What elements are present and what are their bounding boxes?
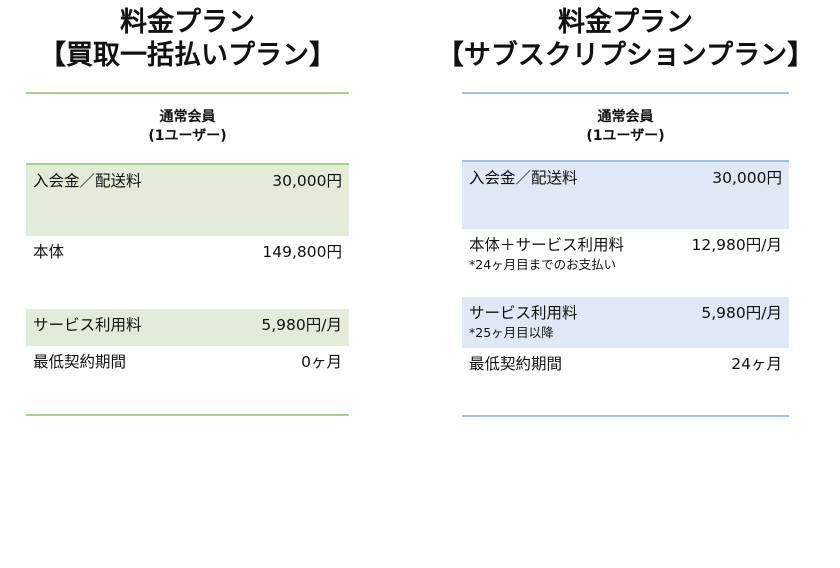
table-header: 通常会員 (1ユーザー)	[462, 94, 789, 160]
row-label: 本体＋サービス利用料	[469, 236, 625, 254]
table-row: 本体＋サービス利用料 12,980円/月 *24ヶ月目までのお支払い	[462, 229, 789, 297]
table-row: サービス利用料 5,980円/月	[26, 309, 349, 346]
row-value: 24ヶ月	[731, 355, 782, 373]
row-value: 5,980円/月	[261, 316, 342, 334]
table-header: 通常会員 (1ユーザー)	[26, 94, 349, 163]
row-value: 30,000円	[272, 172, 342, 190]
divider	[26, 163, 349, 165]
title-line2: 【買取一括払いプラン】	[39, 40, 336, 71]
pricing-table: 通常会員 (1ユーザー) 入会金／配送料 30,000円 本体 149,800円…	[26, 92, 349, 416]
row-note: *25ヶ月目以降	[469, 325, 554, 340]
row-label: 最低契約期間	[469, 355, 563, 373]
title-line1: 料金プラン	[120, 7, 255, 38]
row-value: 5,980円/月	[701, 304, 782, 322]
table-row: 本体 149,800円	[26, 236, 349, 309]
title-line2: 【サブスクリプションプラン】	[436, 40, 815, 71]
divider	[26, 414, 349, 416]
title-line1: 料金プラン	[558, 7, 693, 38]
table-row: 入会金／配送料 30,000円	[26, 165, 349, 236]
row-label: 入会金／配送料	[33, 172, 142, 190]
row-value: 0ヶ月	[301, 353, 342, 371]
row-note: *24ヶ月目までのお支払い	[469, 257, 617, 272]
row-value: 12,980円/月	[691, 236, 782, 254]
table-row: 最低契約期間 24ヶ月	[462, 348, 789, 415]
table-row: 最低契約期間 0ヶ月	[26, 346, 349, 414]
row-label: 本体	[33, 243, 65, 261]
divider	[462, 160, 789, 162]
header-line1: 通常会員	[597, 109, 654, 125]
row-value: 149,800円	[262, 243, 342, 261]
plan-title: 料金プラン 【買取一括払いプラン】	[0, 6, 429, 72]
table-row: 入会金／配送料 30,000円	[462, 162, 789, 229]
plan-title: 料金プラン 【サブスクリプションプラン】	[382, 6, 840, 72]
row-label: サービス利用料	[469, 304, 578, 322]
row-label: サービス利用料	[33, 316, 142, 334]
header-line2: (1ユーザー)	[148, 128, 227, 144]
row-value: 30,000円	[712, 169, 782, 187]
header-line2: (1ユーザー)	[586, 128, 665, 144]
pricing-table: 通常会員 (1ユーザー) 入会金／配送料 30,000円 本体＋サービス利用料 …	[462, 92, 789, 417]
row-label: 入会金／配送料	[469, 169, 578, 187]
divider	[462, 415, 789, 417]
table-row: サービス利用料 5,980円/月 *25ヶ月目以降	[462, 297, 789, 348]
header-line1: 通常会員	[159, 109, 216, 125]
divider	[462, 92, 789, 94]
divider	[26, 92, 349, 94]
row-label: 最低契約期間	[33, 353, 127, 371]
